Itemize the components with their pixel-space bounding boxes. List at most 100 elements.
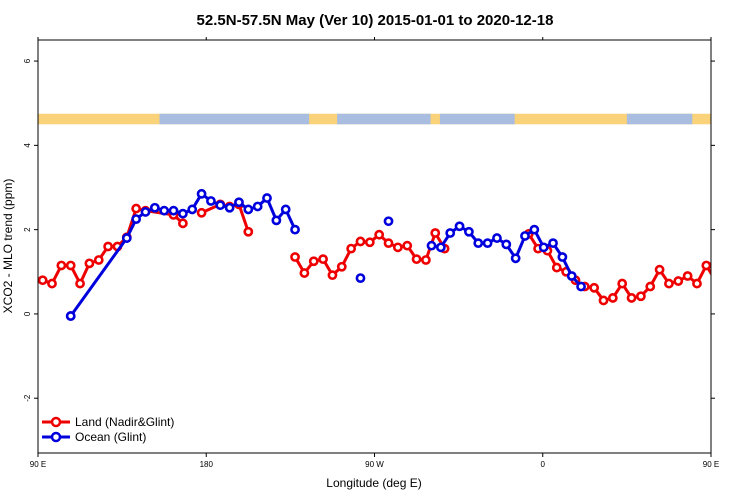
- legend-land-label: Land (Nadir&Glint): [75, 415, 174, 429]
- band-ocean-1: [337, 113, 431, 125]
- series-0-point-24: [318, 254, 328, 265]
- legend-ocean-marker: [50, 431, 62, 443]
- series-0-point-61: [731, 262, 738, 269]
- series-1-point-19: [271, 215, 282, 226]
- series-1-point-29: [445, 228, 456, 238]
- series-0-point-23: [308, 256, 319, 267]
- series-0-point-48: [607, 293, 618, 303]
- series-0-point-50: [626, 293, 637, 303]
- y-tick-label-1: 0: [23, 311, 32, 316]
- legend-ocean-label: Ocean (Glint): [75, 430, 146, 444]
- series-0-point-31: [383, 238, 394, 249]
- series-0-point-42: [551, 262, 562, 273]
- series-1-point-9: [177, 208, 188, 219]
- series-1-point-30: [454, 221, 465, 232]
- series-1-point-14: [224, 202, 235, 213]
- series-1-point-4: [131, 214, 142, 225]
- series-1-point-40: [548, 238, 558, 249]
- series-1-point-21: [290, 224, 300, 235]
- series-0-point-2: [56, 260, 67, 271]
- series-0-point-53: [654, 264, 665, 275]
- series-1-point-2: [65, 311, 76, 321]
- series-1-point-5: [140, 207, 151, 217]
- series-0-point-19: [243, 226, 254, 237]
- series-1-point-3: [121, 233, 132, 243]
- series-1-point-23: [355, 273, 366, 284]
- series-1-point-11: [196, 188, 207, 199]
- x-tick-label-3: 0: [541, 460, 546, 469]
- x-tick-label-1: 180: [200, 460, 214, 469]
- series-0-point-6: [93, 255, 104, 265]
- series-0-point-58: [701, 260, 711, 271]
- series-1-point-32: [473, 238, 484, 249]
- series-1-point-48: [740, 216, 747, 223]
- series-0-point-15: [196, 207, 207, 218]
- band-ocean-0: [159, 113, 310, 125]
- series-1-point-47: [731, 234, 738, 241]
- series-0-point-62: [740, 262, 747, 269]
- series-1-point-36: [510, 253, 521, 264]
- series-1: [65, 188, 750, 321]
- land-mask-band: [38, 113, 711, 125]
- chart-title: 52.5N-57.5N May (Ver 10) 2015-01-01 to 2…: [197, 12, 554, 29]
- series-1-point-8: [168, 205, 179, 216]
- series-1-point-25: [383, 216, 394, 227]
- series-0-point-34: [411, 254, 422, 265]
- series-0-point-5: [84, 258, 95, 269]
- series-0-point-57: [692, 278, 702, 289]
- axes: 90 E 180 90 W 0 90 E -2 0 2 4 6: [23, 37, 719, 469]
- x-tick-label-2: 90 W: [365, 460, 384, 469]
- series-1-point-34: [492, 233, 502, 243]
- series-0-point-29: [364, 237, 375, 248]
- series-0-point-25: [327, 270, 338, 281]
- x-tick-label-4: 90 E: [703, 460, 719, 469]
- series-1-point-18: [262, 193, 272, 203]
- series-0-point-47: [598, 295, 609, 306]
- series-1-point-27: [426, 240, 437, 251]
- series-0-point-27: [346, 243, 357, 254]
- y-tick-label-2: 2: [23, 227, 32, 232]
- series-1-point-33: [482, 238, 493, 249]
- series-0-point-13: [177, 218, 188, 229]
- series-0-point-4: [75, 278, 85, 289]
- series-1-point-35: [501, 239, 512, 250]
- band-ocean-2: [439, 113, 515, 125]
- series-0-point-10: [131, 203, 142, 214]
- series-1-point-20: [280, 204, 291, 215]
- series-0-point-36: [430, 228, 441, 238]
- y-axis-label: XCO2 - MLO trend (ppm): [1, 179, 15, 314]
- x-axis-label: Longitude (deg E): [326, 476, 421, 490]
- series-1-point-10: [187, 204, 198, 215]
- series-0-point-59: [710, 279, 711, 283]
- x-tick-label-0: 90 E: [30, 460, 46, 469]
- series-1-point-7: [159, 205, 170, 216]
- series-0-point-3: [65, 260, 76, 271]
- series-1-point-37: [520, 231, 530, 241]
- series-0-point-33: [402, 240, 413, 251]
- series-0-point-54: [664, 278, 674, 289]
- series-1-point-17: [252, 201, 263, 212]
- series-0-point-49: [617, 278, 628, 289]
- series-0-point-51: [635, 291, 646, 302]
- band-ocean-3: [626, 113, 693, 125]
- plot-frame: [37, 39, 712, 454]
- series-1-point-39: [538, 242, 549, 253]
- series-1-line-6: [734, 194, 750, 238]
- series-0-point-30: [374, 229, 385, 240]
- series-1-point-12: [206, 196, 216, 206]
- series-0-point-32: [392, 242, 403, 253]
- series-1-point-28: [435, 242, 446, 253]
- series-1-point-38: [529, 224, 540, 235]
- series-1-point-13: [215, 200, 226, 211]
- y-tick-label-4: 6: [23, 58, 32, 63]
- series-0-point-35: [421, 255, 431, 265]
- series-1-point-6: [149, 202, 160, 213]
- series-0-point-7: [103, 241, 114, 252]
- y-tick-label-3: 4: [23, 143, 32, 148]
- y-tick-label-0: -2: [23, 394, 32, 402]
- series-0-point-46: [589, 282, 600, 293]
- series-1-point-15: [234, 197, 244, 208]
- series-0-point-60: [721, 280, 728, 287]
- series-0-point-22: [299, 268, 310, 278]
